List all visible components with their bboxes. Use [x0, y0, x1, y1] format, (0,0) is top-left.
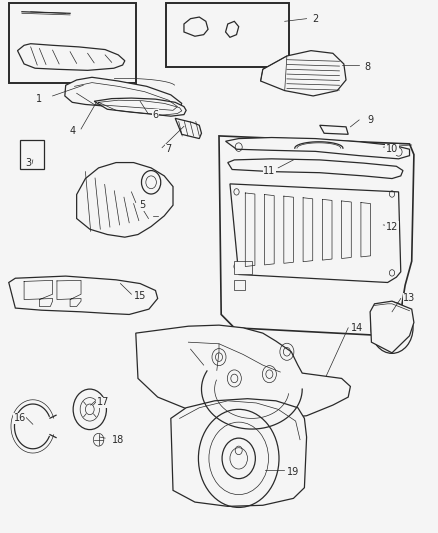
Polygon shape — [18, 44, 125, 70]
Polygon shape — [94, 98, 186, 116]
Text: 5: 5 — [139, 200, 145, 210]
Polygon shape — [175, 118, 201, 139]
Circle shape — [141, 171, 161, 194]
Bar — [234, 280, 245, 290]
Text: 2: 2 — [312, 14, 318, 23]
Bar — [20, 140, 44, 169]
Polygon shape — [320, 125, 348, 134]
Text: 10: 10 — [386, 144, 398, 154]
Polygon shape — [230, 184, 401, 282]
Text: 15: 15 — [134, 291, 146, 301]
Text: 14: 14 — [351, 323, 363, 333]
Bar — [234, 261, 252, 274]
Polygon shape — [9, 276, 158, 314]
Text: 18: 18 — [112, 435, 124, 445]
Polygon shape — [226, 21, 239, 37]
Polygon shape — [65, 77, 182, 113]
Text: 17: 17 — [97, 398, 109, 407]
Polygon shape — [370, 301, 414, 353]
Bar — [9, 3, 136, 83]
Polygon shape — [219, 136, 414, 336]
Polygon shape — [261, 51, 346, 96]
Polygon shape — [171, 399, 307, 506]
Circle shape — [73, 389, 106, 430]
Polygon shape — [228, 159, 403, 179]
Polygon shape — [136, 325, 350, 418]
Text: 12: 12 — [386, 222, 398, 231]
Text: 13: 13 — [403, 294, 416, 303]
Text: 9: 9 — [367, 115, 373, 125]
Polygon shape — [226, 138, 410, 159]
Text: 7: 7 — [166, 144, 172, 154]
Text: 11: 11 — [263, 166, 276, 175]
Text: 8: 8 — [365, 62, 371, 71]
Polygon shape — [184, 17, 208, 36]
Text: 4: 4 — [69, 126, 75, 135]
Text: 16: 16 — [14, 414, 26, 423]
Text: 19: 19 — [287, 467, 300, 477]
Text: 1: 1 — [36, 94, 42, 103]
Polygon shape — [77, 163, 173, 237]
Text: 3: 3 — [25, 158, 32, 167]
Bar — [166, 3, 289, 67]
Text: 6: 6 — [152, 110, 159, 119]
Circle shape — [371, 302, 413, 353]
